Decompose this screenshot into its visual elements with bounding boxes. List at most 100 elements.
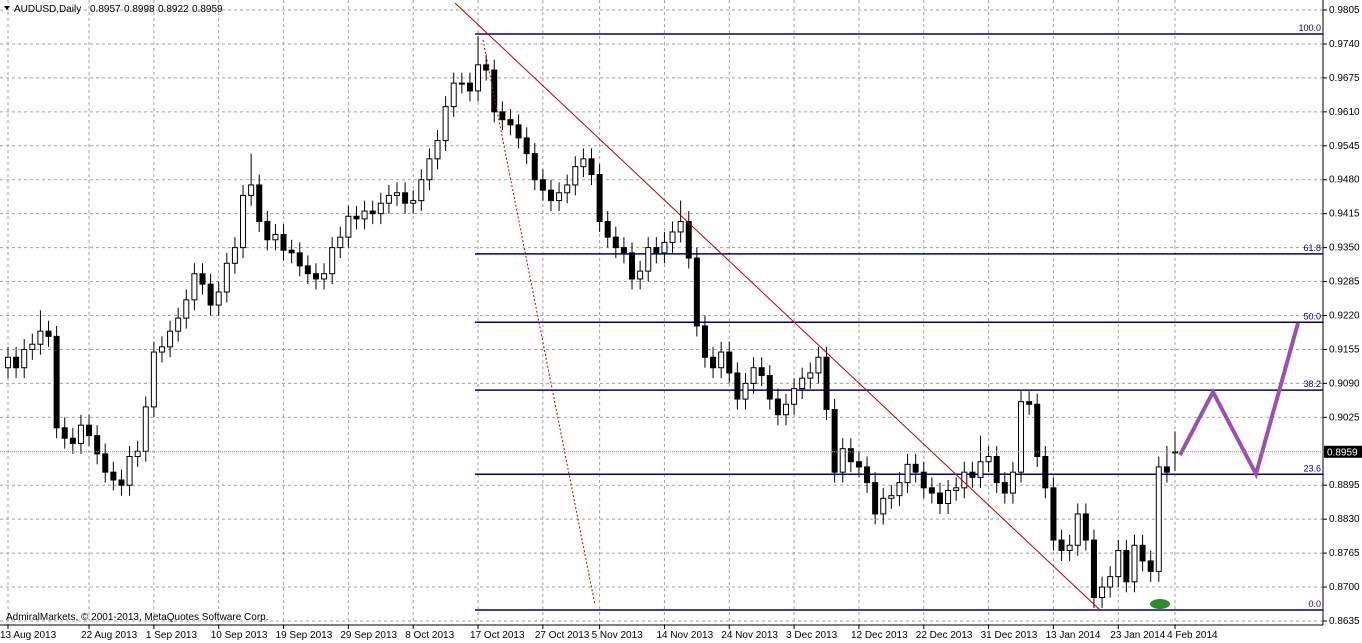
- candle-body: [977, 461, 984, 478]
- candle-body: [783, 403, 789, 416]
- y-tick-label: 0.9025: [1329, 412, 1360, 423]
- candle-body: [475, 64, 482, 92]
- candle-body: [596, 174, 603, 222]
- x-tick-label: 31 Dec 2013: [981, 630, 1038, 641]
- y-tick-label: 0.9675: [1329, 73, 1360, 84]
- candle-body: [1099, 586, 1106, 598]
- x-tick-label: 17 Oct 2013: [470, 630, 525, 641]
- x-tick-label: 1 Sep 2013: [146, 630, 198, 641]
- header-close: 0.8959: [192, 4, 223, 15]
- candle-body: [1066, 544, 1073, 551]
- candle-body: [402, 192, 409, 204]
- fib-label: 23.6: [1303, 463, 1321, 473]
- header-high: 0.8998: [124, 4, 155, 15]
- candle-body: [45, 330, 52, 337]
- candle-body: [150, 351, 157, 408]
- candle-body: [483, 64, 490, 71]
- y-tick-label: 0.9090: [1329, 378, 1360, 389]
- candle-body: [1107, 576, 1114, 588]
- candle-body: [507, 119, 514, 126]
- candle-body: [69, 437, 76, 444]
- candle-body: [1018, 401, 1025, 473]
- candle-body: [337, 236, 344, 249]
- candle-body: [458, 82, 465, 85]
- candle-body: [134, 450, 141, 457]
- y-tick-label: 0.8765: [1329, 548, 1360, 559]
- candle-body: [945, 489, 952, 505]
- candle-body: [604, 221, 611, 238]
- candle-body: [701, 325, 708, 358]
- y-tick-label: 0.9155: [1329, 344, 1360, 355]
- candle-body: [240, 194, 247, 249]
- x-tick-label: 23 Jan 2014: [1110, 630, 1165, 641]
- candle-body: [37, 330, 44, 345]
- candle-body: [280, 234, 287, 251]
- candle-body: [669, 231, 676, 243]
- candle-body: [831, 409, 838, 473]
- candle-body: [936, 492, 943, 504]
- candle-body: [1115, 550, 1122, 578]
- x-tick-label: 19 Sep 2013: [276, 630, 333, 641]
- candle-body: [410, 200, 417, 204]
- candle-body: [815, 356, 822, 374]
- candle-body: [734, 372, 741, 400]
- header-open: 0.8957: [90, 4, 121, 15]
- y-tick-label: 0.9805: [1329, 5, 1360, 16]
- x-tick-label: 12 Dec 2013: [851, 630, 908, 641]
- marker: [1150, 599, 1170, 609]
- candle-body: [304, 265, 311, 275]
- candle-body: [434, 140, 441, 160]
- candle-body: [572, 166, 579, 186]
- y-tick-label: 0.9480: [1329, 175, 1360, 186]
- x-tick-label: 29 Sep 2013: [340, 630, 397, 641]
- candle-body: [329, 247, 336, 275]
- candle-body: [993, 456, 1000, 484]
- x-tick-label: 3 Dec 2013: [786, 630, 838, 641]
- candle-body: [442, 106, 449, 142]
- last-price-box: [1324, 445, 1362, 458]
- fib-label: 38.2: [1303, 379, 1321, 389]
- candle-body: [904, 463, 911, 484]
- candle-body: [142, 406, 149, 452]
- candle-body: [1123, 550, 1130, 583]
- candle-body: [864, 466, 871, 484]
- candle-body: [175, 317, 182, 332]
- candle-body: [21, 348, 28, 369]
- candle-body: [126, 456, 133, 486]
- candle-body: [839, 448, 846, 473]
- candle-body: [77, 424, 84, 444]
- candle-body: [158, 346, 165, 353]
- candle-body: [969, 471, 976, 478]
- candle-body: [823, 356, 830, 410]
- candle-body: [167, 330, 174, 348]
- candle-body: [256, 184, 263, 222]
- x-tick-label: 22 Dec 2013: [916, 630, 973, 641]
- candle-body: [637, 270, 644, 280]
- candle-body: [1026, 401, 1033, 405]
- candle-body: [515, 124, 522, 139]
- candle-body: [807, 372, 814, 379]
- y-tick-label: 0.8895: [1329, 480, 1360, 491]
- candle-body: [928, 487, 935, 494]
- fib-label: 100.0: [1298, 23, 1321, 33]
- candle-body: [394, 192, 400, 196]
- candle-body: [539, 179, 546, 191]
- candle-body: [264, 221, 271, 241]
- candle-body: [791, 388, 798, 405]
- candle-body: [321, 273, 328, 280]
- candle-body: [385, 194, 392, 204]
- y-tick-label: 0.9740: [1329, 39, 1360, 50]
- candle-body: [288, 249, 295, 254]
- candle-body: [953, 487, 960, 491]
- candle-body: [523, 137, 530, 155]
- x-tick-label: 5 Nov 2013: [592, 630, 644, 641]
- candle-body: [661, 241, 668, 254]
- candle-body: [710, 356, 717, 369]
- candle-body: [742, 382, 749, 400]
- candle-body: [556, 192, 563, 202]
- y-tick-label: 0.9220: [1329, 311, 1360, 322]
- y-tick-label: 0.9545: [1329, 141, 1360, 152]
- candles: [5, 36, 1178, 608]
- candle-body: [1131, 544, 1138, 583]
